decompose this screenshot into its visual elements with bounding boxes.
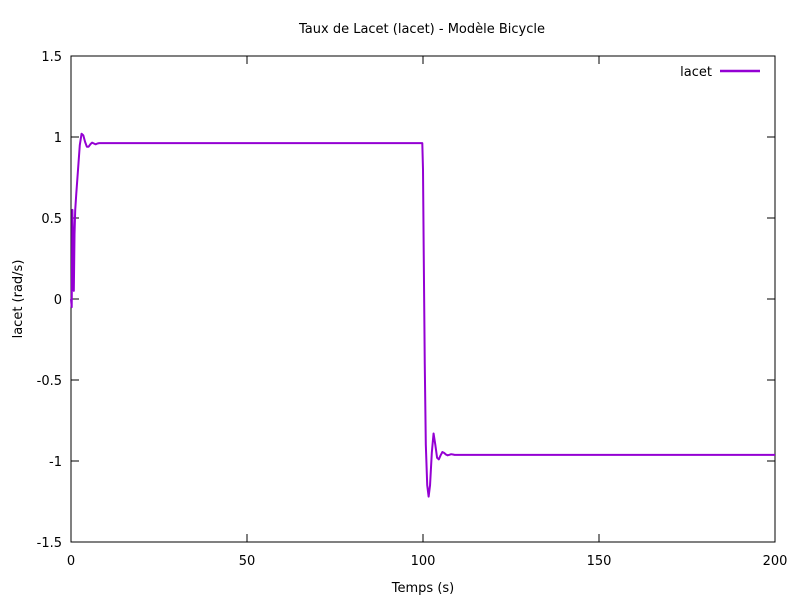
y-tick-label: 0 xyxy=(54,293,62,308)
legend: lacet xyxy=(680,65,760,80)
y-tick-label: -1 xyxy=(49,455,62,470)
y-tick-label: -1.5 xyxy=(37,536,62,551)
x-axis-label: Temps (s) xyxy=(391,581,454,596)
y-axis-label: lacet (rad/s) xyxy=(11,260,26,339)
y-axis: -1.5 -1 -0.5 0 0.5 1 1.5 xyxy=(37,50,775,551)
x-tick-label: 200 xyxy=(763,554,788,569)
y-tick-label: 0.5 xyxy=(41,212,62,227)
x-tick-label: 100 xyxy=(411,554,436,569)
y-tick-label: 1.5 xyxy=(41,50,62,65)
y-tick-label: -0.5 xyxy=(37,374,62,389)
chart-title: Taux de Lacet (lacet) - Modèle Bicycle xyxy=(298,22,545,37)
x-axis: 0 50 100 150 200 xyxy=(67,56,788,569)
plot-frame xyxy=(70,55,776,543)
x-tick-label: 150 xyxy=(587,554,612,569)
series-line-lacet xyxy=(70,132,775,498)
x-tick-label: 0 xyxy=(67,554,75,569)
series-layer xyxy=(70,132,775,498)
y-tick-label: 1 xyxy=(54,131,62,146)
x-tick-label: 50 xyxy=(239,554,256,569)
legend-label-lacet: lacet xyxy=(680,65,712,80)
